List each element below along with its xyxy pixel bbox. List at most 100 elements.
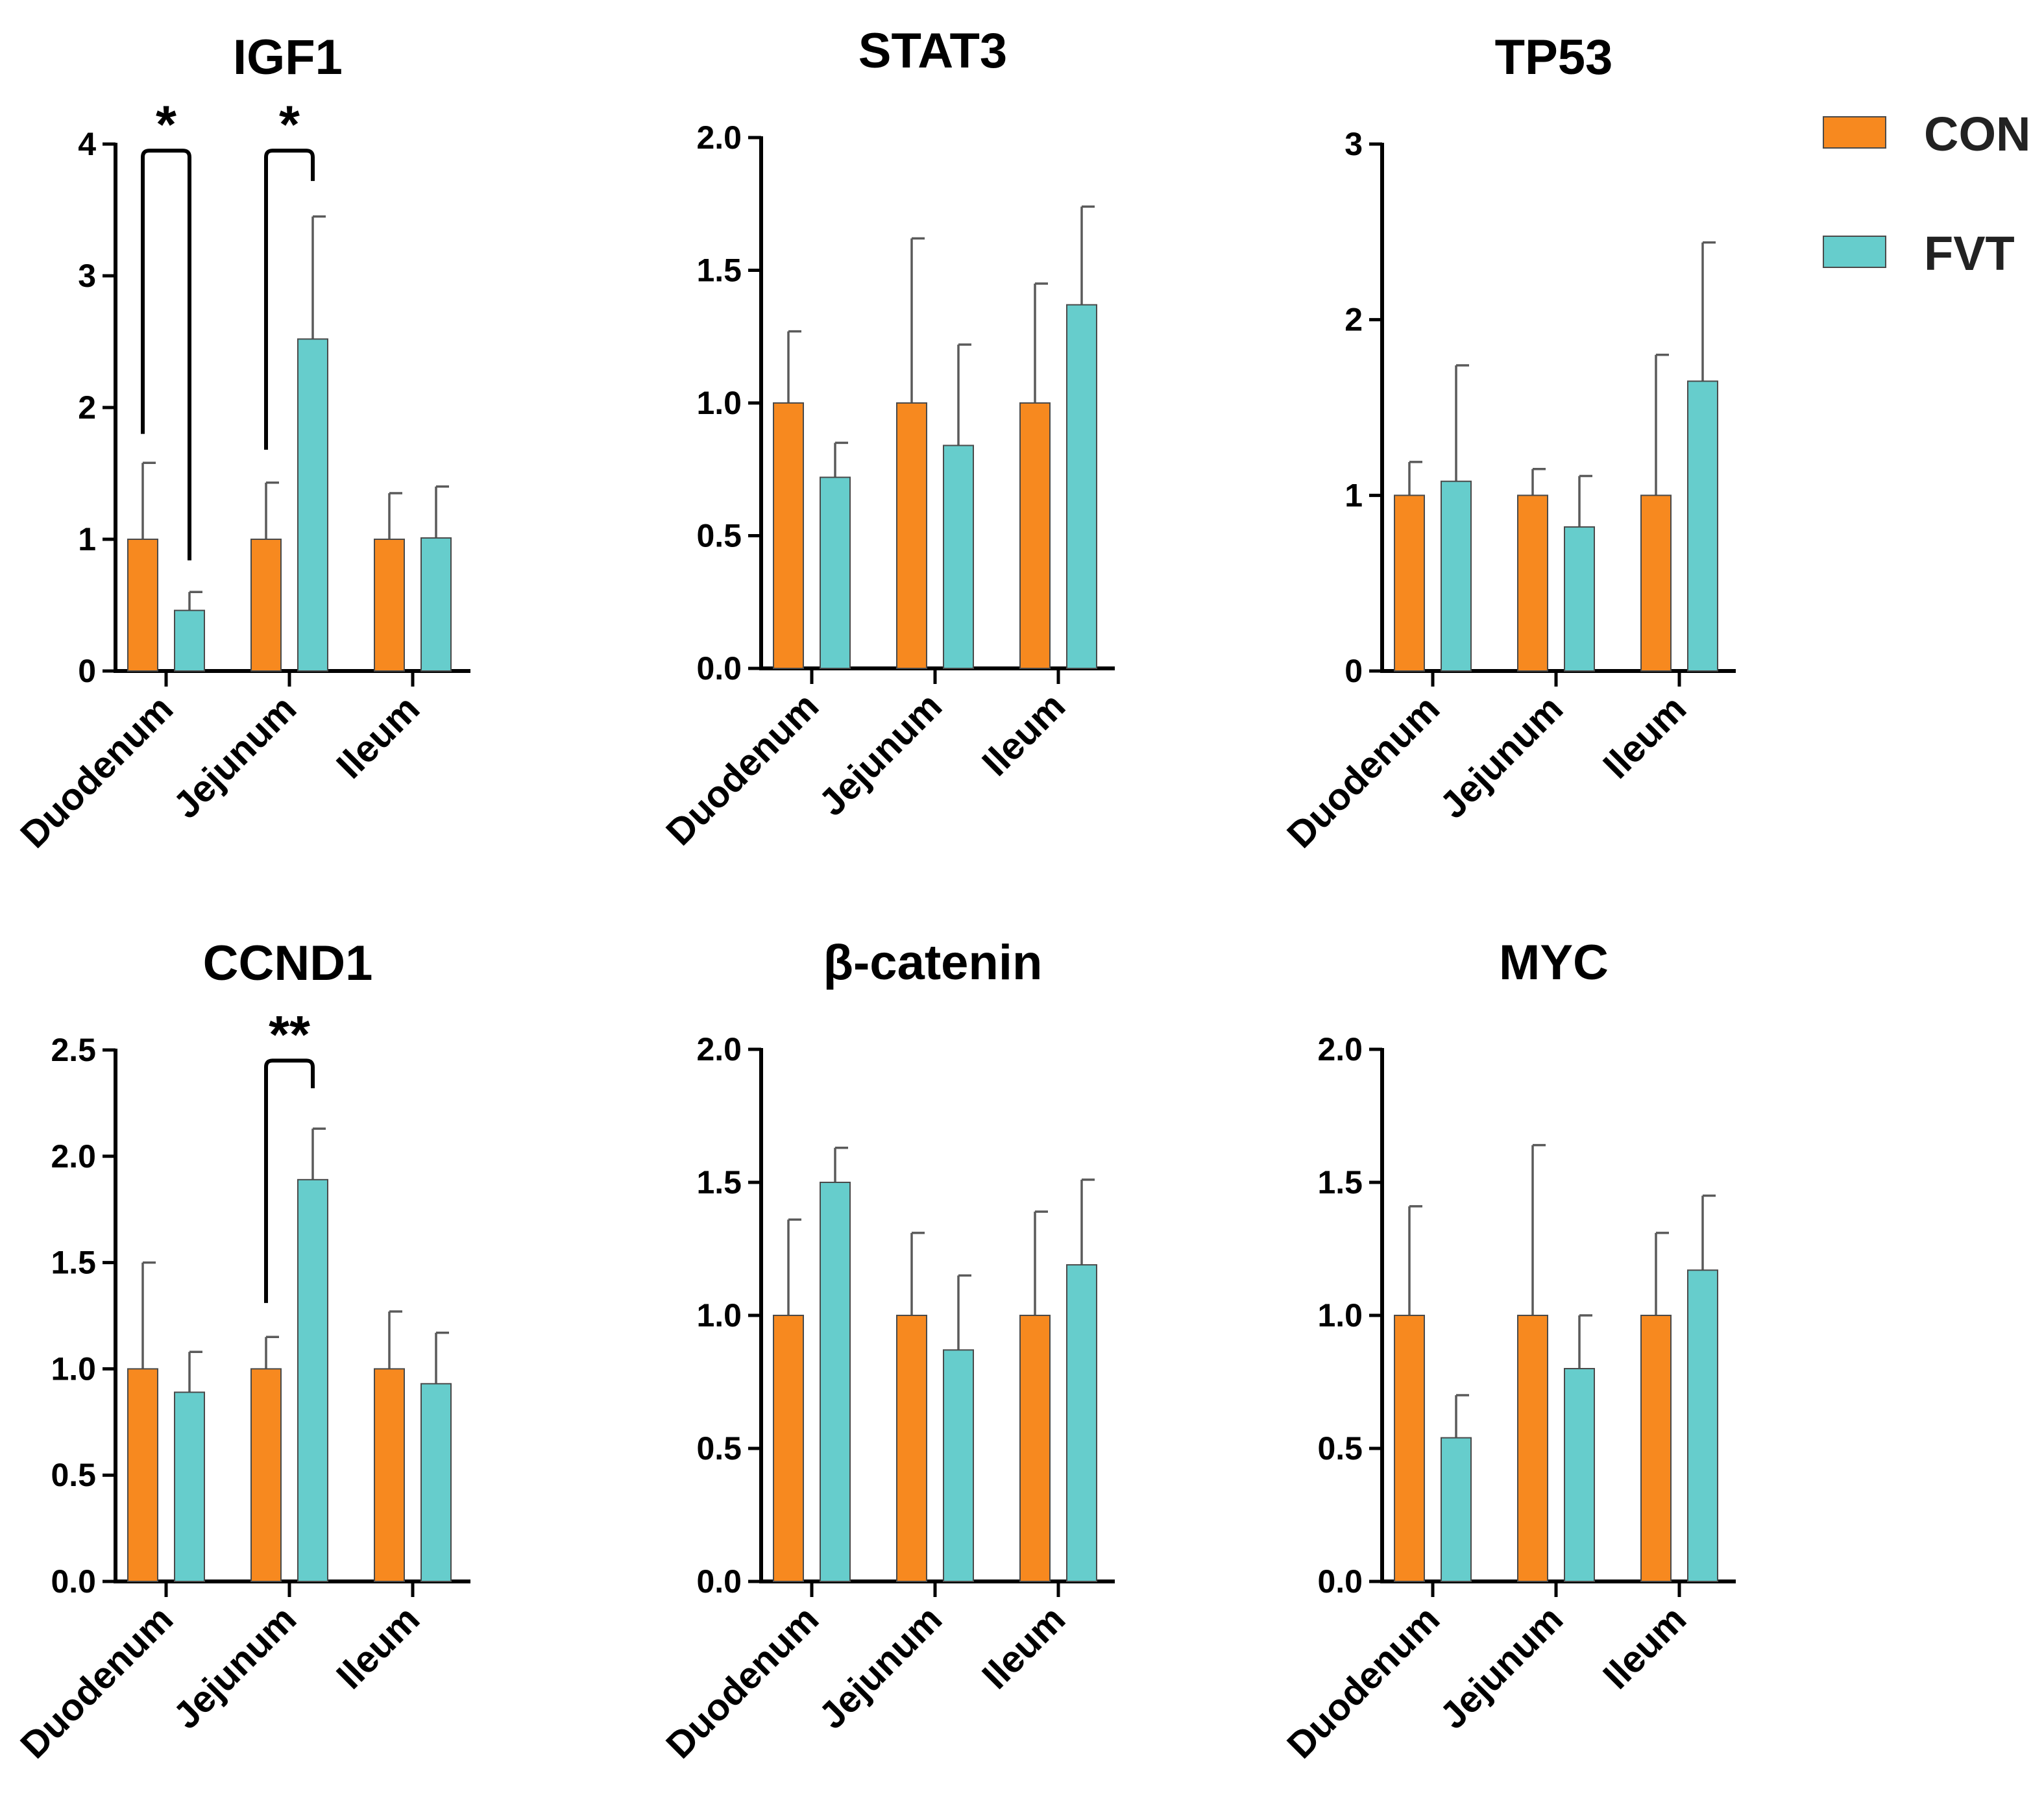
bar-con (374, 539, 405, 672)
bar-con (1517, 494, 1548, 672)
y-tick-label: 1.0 (51, 1350, 96, 1387)
chart-title: CCND1 (203, 936, 373, 991)
legend-item-con: CON (1823, 107, 2030, 161)
bar-fvt (420, 537, 452, 672)
x-category-label: Ileum (974, 685, 1073, 784)
chart-title: MYC (1499, 935, 1609, 990)
y-tick-label: 0.5 (696, 518, 742, 554)
y-tick-label: 2.5 (51, 1032, 96, 1068)
y-tick-label: 0.0 (51, 1563, 96, 1600)
bar-fvt (943, 445, 974, 669)
x-category-label: Jejunum (1432, 1598, 1572, 1737)
legend-swatch-con (1823, 116, 1886, 149)
x-category-label: Duodenum (658, 685, 827, 853)
x-category-label: Jejunum (811, 1598, 951, 1737)
significance-bracket (141, 149, 191, 561)
bar-con (896, 402, 927, 669)
y-tick-label: 0.5 (696, 1430, 742, 1467)
bar-fvt (297, 338, 328, 672)
y-tick-label: 0.5 (51, 1457, 96, 1493)
bar-fvt (820, 1182, 851, 1582)
bar-fvt (1066, 1264, 1097, 1582)
y-tick-label: 2.0 (696, 119, 742, 156)
bar-con (374, 1368, 405, 1582)
x-category-label: Ileum (328, 1598, 428, 1697)
x-category-label: Duodenum (12, 1598, 181, 1766)
bar-fvt (820, 476, 851, 670)
legend-swatch-fvt (1823, 236, 1886, 268)
bar-con (127, 539, 158, 672)
x-category-label: Ileum (328, 687, 428, 787)
x-category-label: Jejunum (165, 1598, 305, 1737)
significance-label: * (279, 95, 300, 154)
chart-title: TP53 (1495, 30, 1613, 85)
bar-con (250, 539, 282, 672)
y-tick-label: 1.5 (51, 1245, 96, 1281)
x-category-label: Duodenum (12, 687, 181, 856)
y-tick-label: 0.0 (696, 1563, 742, 1600)
x-category-label: Ileum (1595, 1598, 1694, 1697)
y-tick-label: 1 (1344, 477, 1363, 513)
y-tick-label: 1.5 (696, 1164, 742, 1201)
bar-con (896, 1315, 927, 1582)
bar-con (250, 1368, 282, 1582)
x-category-label: Jejunum (811, 685, 951, 824)
bar-fvt (1687, 380, 1718, 672)
bar-con (1640, 494, 1672, 672)
y-tick-label: 0.5 (1317, 1430, 1363, 1467)
y-tick-label: 1 (78, 521, 96, 557)
legend-label-con: CON (1924, 107, 2030, 161)
y-tick-label: 0.0 (1317, 1563, 1363, 1600)
y-tick-label: 3 (78, 258, 96, 294)
y-tick-label: 0 (1344, 653, 1363, 689)
y-tick-label: 0.0 (696, 650, 742, 687)
bar-fvt (1066, 304, 1097, 670)
y-tick-label: 4 (78, 126, 96, 162)
significance-label: * (156, 95, 176, 154)
significance-bracket (264, 149, 315, 450)
x-category-label: Duodenum (1279, 687, 1448, 856)
x-category-label: Ileum (1595, 687, 1694, 787)
x-category-label: Duodenum (658, 1598, 827, 1766)
y-tick-label: 1.5 (1317, 1164, 1363, 1201)
legend-item-fvt: FVT (1823, 226, 2015, 280)
y-tick-label: 0 (78, 653, 96, 689)
y-tick-label: 1.0 (1317, 1297, 1363, 1334)
bar-fvt (420, 1383, 452, 1583)
bar-con (1394, 494, 1425, 672)
bar-con (1394, 1315, 1425, 1582)
x-category-label: Duodenum (1279, 1598, 1448, 1766)
bar-fvt (174, 1391, 205, 1583)
bar-con (127, 1368, 158, 1582)
bar-con (1019, 1315, 1051, 1582)
bar-fvt (1564, 526, 1595, 672)
legend: CON FVT (1823, 107, 2030, 280)
bar-fvt (174, 609, 205, 672)
bar-fvt (297, 1178, 328, 1583)
y-tick-label: 1.0 (696, 385, 742, 421)
x-category-label: Jejunum (1432, 687, 1572, 827)
y-tick-label: 1.0 (696, 1297, 742, 1334)
bar-con (1640, 1315, 1672, 1582)
bar-con (773, 402, 804, 669)
bar-fvt (1687, 1269, 1718, 1583)
bar-con (1517, 1315, 1548, 1582)
y-tick-label: 2 (78, 389, 96, 426)
y-tick-label: 2.0 (51, 1138, 96, 1175)
y-tick-label: 2.0 (1317, 1031, 1363, 1067)
y-tick-label: 2.0 (696, 1031, 742, 1067)
x-category-label: Ileum (974, 1598, 1073, 1697)
x-category-label: Jejunum (165, 687, 305, 827)
chart-title: IGF1 (233, 30, 343, 85)
bar-con (1019, 402, 1051, 669)
bar-fvt (1564, 1368, 1595, 1582)
chart-title: β-catenin (823, 935, 1043, 990)
legend-label-fvt: FVT (1924, 226, 2015, 280)
bar-fvt (1441, 480, 1472, 672)
y-tick-label: 3 (1344, 126, 1363, 162)
